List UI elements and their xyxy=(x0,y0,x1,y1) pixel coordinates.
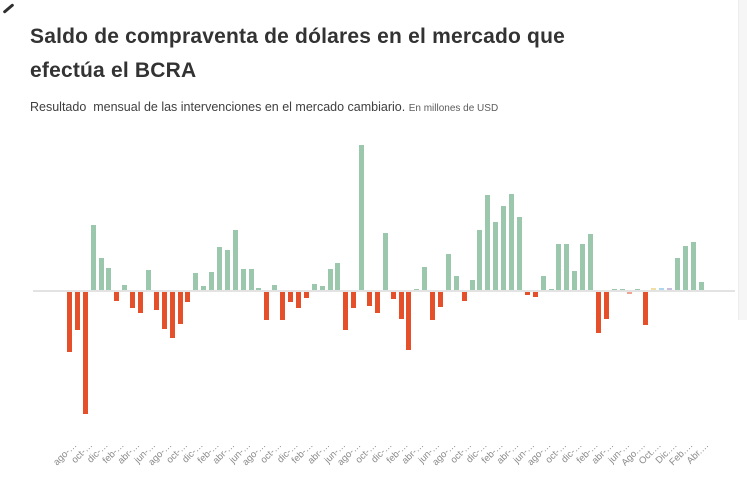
bar-feb-23[interactable] xyxy=(682,246,688,290)
bar-nov-22[interactable] xyxy=(659,288,665,290)
chart-title-line1: Saldo de compraventa de dólares en el me… xyxy=(30,25,565,48)
bar-feb-19[interactable] xyxy=(303,292,309,298)
bar-mar-21[interactable] xyxy=(501,206,507,290)
bar-mar-17[interactable] xyxy=(122,285,128,290)
bar-dic-19[interactable] xyxy=(382,233,388,290)
bar-nov-17[interactable] xyxy=(185,292,191,302)
bar-nov-19[interactable] xyxy=(374,292,380,313)
bar-ene-19[interactable] xyxy=(295,292,301,308)
bar-dic-21[interactable] xyxy=(572,271,578,290)
bar-abr-22[interactable] xyxy=(603,292,609,319)
bar-sep-20[interactable] xyxy=(453,276,459,290)
bar-oct-21[interactable] xyxy=(556,244,562,290)
bar-dic-22[interactable] xyxy=(666,288,672,290)
chart-title-line2: efectúa el BCRA xyxy=(30,59,197,82)
bar-sep-21[interactable] xyxy=(548,288,554,290)
bar-abr-19[interactable] xyxy=(319,286,325,290)
bar-ago-16[interactable] xyxy=(67,292,72,352)
bar-sep-22[interactable] xyxy=(643,292,649,325)
bar-jun-22[interactable] xyxy=(619,288,625,290)
bar-oct-16[interactable] xyxy=(82,292,88,414)
bar-jun-21[interactable] xyxy=(524,292,530,295)
bar-oct-22[interactable] xyxy=(651,288,657,290)
bar-ago-22[interactable] xyxy=(635,288,641,290)
bar-nov-21[interactable] xyxy=(564,244,570,290)
unit-note: En millones de USD xyxy=(408,103,499,114)
bar-mar-19[interactable] xyxy=(311,284,317,290)
bar-mar-22[interactable] xyxy=(595,292,601,333)
bar-sep-18[interactable] xyxy=(264,292,270,320)
chart-title: Saldo de compraventa de dólares en el me… xyxy=(30,20,710,88)
bar-ene-17[interactable] xyxy=(106,268,112,290)
bar-ene-18[interactable] xyxy=(201,286,207,290)
bar-jul-19[interactable] xyxy=(343,292,349,330)
bar-feb-21[interactable] xyxy=(493,222,499,290)
bar-abr-21[interactable] xyxy=(509,194,515,290)
bar-dic-20[interactable] xyxy=(477,230,483,290)
bar-mar-18[interactable] xyxy=(216,247,222,290)
bar-ene-23[interactable] xyxy=(674,258,680,290)
zero-baseline xyxy=(33,290,735,292)
bar-oct-17[interactable] xyxy=(177,292,183,324)
bar-may-22[interactable] xyxy=(611,288,617,290)
bar-dic-16[interactable] xyxy=(98,258,104,290)
bar-ago-21[interactable] xyxy=(540,276,546,290)
bar-may-21[interactable] xyxy=(516,217,522,290)
bar-mar-20[interactable] xyxy=(406,292,412,350)
bar-feb-18[interactable] xyxy=(209,272,215,290)
bar-nov-18[interactable] xyxy=(280,292,286,320)
bar-feb-22[interactable] xyxy=(588,234,593,290)
bar-jul-17[interactable] xyxy=(153,292,159,310)
bar-may-18[interactable] xyxy=(232,230,238,290)
bar-ago-20[interactable] xyxy=(445,254,451,290)
bar-mar-23[interactable] xyxy=(690,242,696,290)
bar-dic-17[interactable] xyxy=(193,273,199,290)
bar-ago-19[interactable] xyxy=(351,292,357,308)
bar-jun-20[interactable] xyxy=(430,292,436,320)
subtitle-text: Resultado mensual de las intervenciones … xyxy=(30,100,406,114)
bar-oct-18[interactable] xyxy=(272,285,278,290)
bar-sep-19[interactable] xyxy=(359,145,365,290)
bar-chart-plot: ago-… oct-… dic-… feb-… abr-… jun-… ago-… oct-…… xyxy=(33,135,736,483)
bar-oct-20[interactable] xyxy=(461,292,467,301)
bar-ago-17[interactable] xyxy=(161,292,167,329)
bar-sep-16[interactable] xyxy=(74,292,80,330)
bar-jul-20[interactable] xyxy=(438,292,444,307)
bar-dic-18[interactable] xyxy=(288,292,294,302)
bar-oct-19[interactable] xyxy=(366,292,372,306)
bar-may-20[interactable] xyxy=(422,267,428,290)
bar-abr-18[interactable] xyxy=(224,250,230,290)
bar-abr-23[interactable] xyxy=(698,282,704,290)
bar-sep-17[interactable] xyxy=(169,292,175,338)
bar-nov-16[interactable] xyxy=(90,225,96,290)
bar-jul-21[interactable] xyxy=(532,292,538,297)
chart-subtitle: Resultado mensual de las intervenciones … xyxy=(30,100,720,114)
bar-abr-20[interactable] xyxy=(414,288,420,290)
bar-feb-17[interactable] xyxy=(114,292,120,301)
scroll-track xyxy=(738,0,747,320)
bar-ago-18[interactable] xyxy=(256,288,262,290)
bar-jun-17[interactable] xyxy=(145,270,151,290)
bar-jun-18[interactable] xyxy=(240,269,246,290)
bar-may-19[interactable] xyxy=(327,269,333,290)
bar-ene-20[interactable] xyxy=(390,292,396,299)
bar-jul-22[interactable] xyxy=(627,292,633,294)
bar-nov-20[interactable] xyxy=(469,280,475,290)
corner-mark xyxy=(2,3,15,14)
bar-abr-17[interactable] xyxy=(130,292,136,308)
bar-may-17[interactable] xyxy=(138,292,144,313)
bar-ene-22[interactable] xyxy=(580,244,586,290)
bar-ene-21[interactable] xyxy=(485,195,491,290)
bar-feb-20[interactable] xyxy=(398,292,404,319)
bar-jun-19[interactable] xyxy=(335,263,341,290)
bar-jul-18[interactable] xyxy=(248,269,254,290)
